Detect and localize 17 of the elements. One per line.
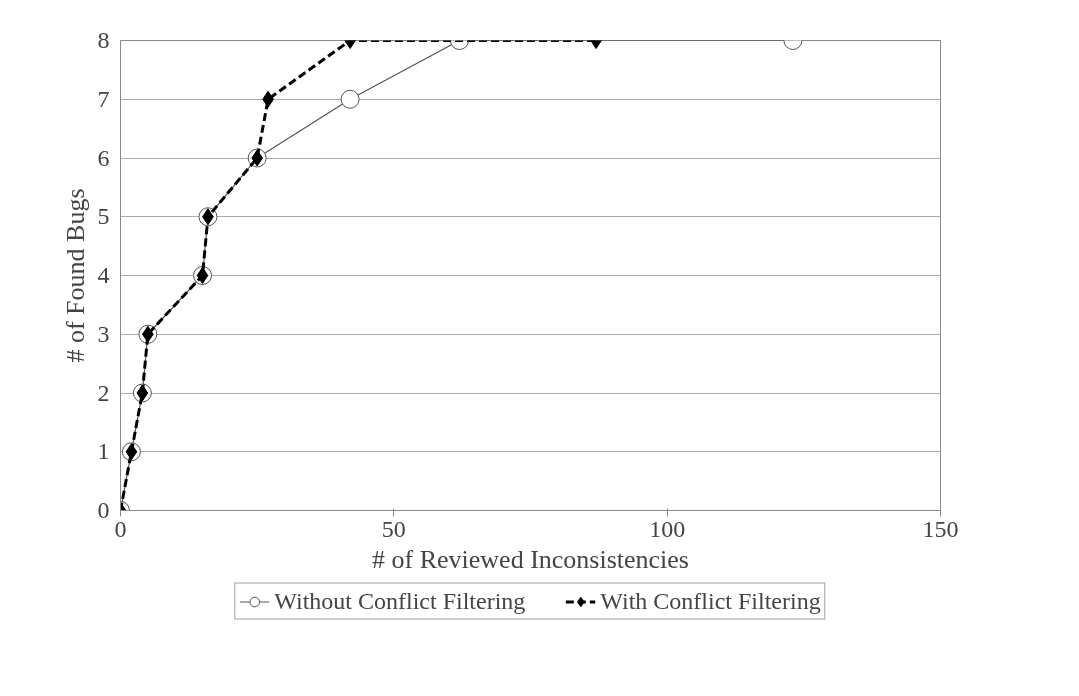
y-tick-label: 7	[97, 85, 110, 112]
y-tick-label: 6	[97, 144, 110, 171]
y-tick-label: 8	[97, 27, 110, 53]
y-tick-label: 0	[97, 497, 110, 523]
x-tick-label: 0	[114, 515, 127, 542]
x-axis-title: # of Reviewed Inconsistencies	[372, 544, 689, 574]
y-tick-label: 5	[97, 203, 110, 230]
legend-label: With Conflict Filtering	[600, 587, 821, 615]
y-axis-title: # of Found Bugs	[60, 188, 90, 363]
y-tick-label: 4	[97, 262, 110, 288]
x-tick-label: 50	[381, 515, 406, 542]
x-tick-label: 150	[922, 515, 959, 542]
legend-label: Without Conflict Filtering	[274, 587, 526, 615]
x-tick-label: 100	[649, 515, 686, 542]
y-tick-label: 3	[97, 320, 110, 347]
y-tick-label: 2	[97, 379, 110, 406]
y-tick-label: 1	[97, 438, 110, 465]
